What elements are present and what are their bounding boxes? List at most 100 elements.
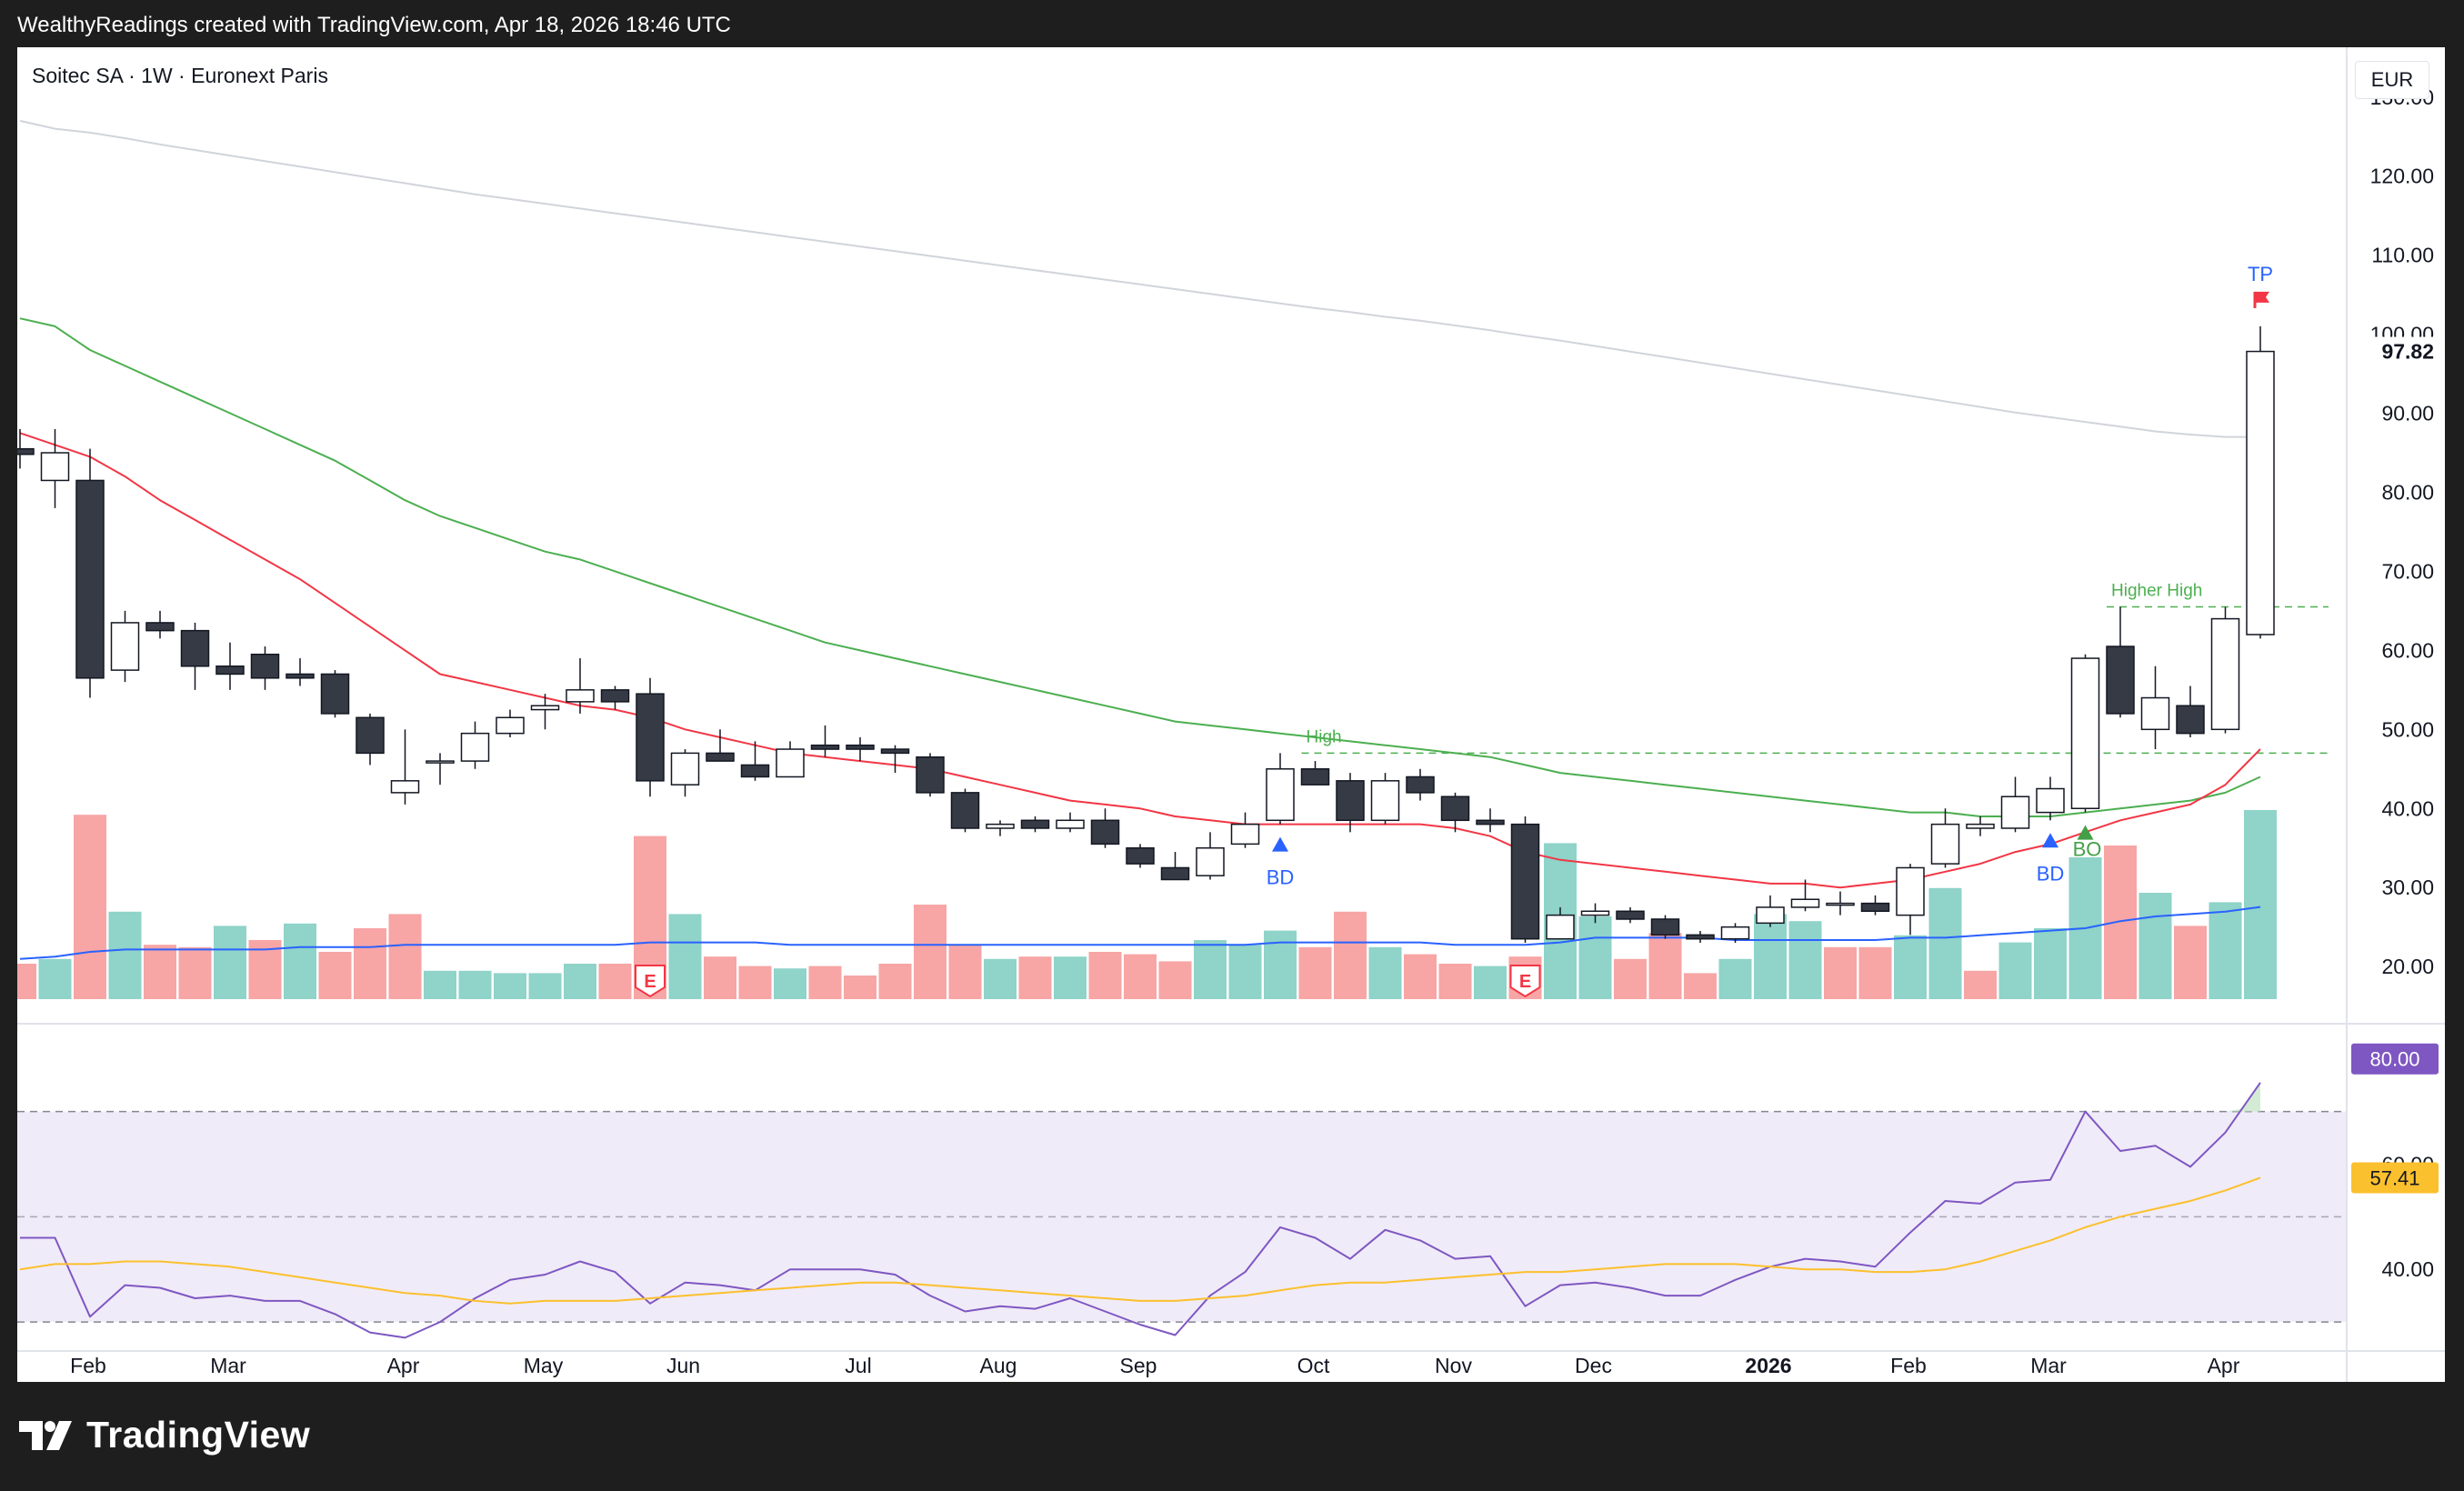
- time-tick-label: Dec: [1575, 1354, 1612, 1377]
- price-tick-label: 20.00: [2381, 955, 2434, 978]
- candle-body: [215, 665, 245, 675]
- candle-body: [1230, 823, 1260, 846]
- volume-bar: [144, 945, 176, 999]
- volume-bar: [1438, 964, 1472, 999]
- volume-bar: [738, 966, 772, 999]
- rsi-ma-value-label: 57.41: [2369, 1166, 2419, 1189]
- volume-bar: [1054, 956, 1087, 999]
- price-tick-label: 30.00: [2381, 876, 2434, 899]
- volume-bar: [668, 914, 702, 999]
- rsi-overbought-fill: [2225, 1082, 2260, 1112]
- earnings-label: E: [644, 972, 656, 992]
- ma-green-line: [19, 317, 2261, 817]
- volume-bar: [1964, 970, 1997, 999]
- candle-body: [776, 748, 805, 778]
- volume-bar: [1648, 933, 1682, 999]
- candle-body: [1476, 819, 1505, 826]
- candle-body: [740, 764, 770, 778]
- tp-flag-icon: [2255, 291, 2269, 303]
- volume-bar: [1264, 930, 1297, 999]
- volume-bar: [1614, 958, 1647, 999]
- candle-body: [1790, 898, 1820, 908]
- candle-body: [1196, 846, 1225, 876]
- volume-bar: [844, 976, 876, 999]
- candle-body: [670, 752, 700, 786]
- time-tick-label: Jun: [666, 1354, 700, 1377]
- candle-body: [1686, 934, 1715, 940]
- candle-body: [916, 756, 945, 794]
- candle-body: [1266, 768, 1295, 822]
- candle-body: [1126, 846, 1155, 865]
- candle-body: [1930, 823, 1960, 865]
- time-tick-label: Sep: [1120, 1354, 1157, 1377]
- price-tick-label: 60.00: [2381, 638, 2434, 662]
- rsi-value-label: 80.00: [2369, 1048, 2419, 1071]
- candle-body: [810, 744, 840, 750]
- earnings-marker-icon: [1509, 965, 1541, 998]
- candle-body: [40, 452, 70, 482]
- price-tick-label: 70.00: [2381, 559, 2434, 583]
- candle-body: [2000, 796, 2030, 829]
- candle-body: [1616, 910, 1645, 920]
- volume-bar: [1754, 914, 1787, 999]
- candle-body: [285, 673, 315, 679]
- candle-body: [600, 689, 630, 703]
- candle-body: [17, 447, 35, 455]
- candle-body: [250, 653, 280, 679]
- candle-body: [390, 780, 420, 794]
- rsi-line: [20, 1082, 2261, 1339]
- time-tick-label: Apr: [387, 1354, 420, 1377]
- volume-bar: [1124, 954, 1157, 999]
- price-tick-label: 40.00: [2381, 796, 2434, 820]
- candle-body: [1720, 926, 1750, 940]
- candle-body: [566, 689, 595, 703]
- candle-body: [986, 823, 1015, 829]
- volume-bar: [1298, 946, 1332, 999]
- volume-bar: [1928, 887, 1962, 999]
- volume-bar: [1894, 935, 1927, 999]
- symbol-title: Soitec SA · 1W · Euronext Paris: [32, 64, 328, 87]
- time-tick-label: Jul: [845, 1354, 871, 1377]
- candle-body: [846, 744, 875, 750]
- currency-button[interactable]: EUR: [2355, 61, 2429, 99]
- volume-bar: [878, 964, 912, 999]
- volume-bar: [984, 958, 1017, 999]
- last-price-badge: [2351, 336, 2442, 366]
- volume-bar: [1088, 952, 1122, 999]
- rsi-value-badge: [2351, 1043, 2439, 1075]
- candle-body: [1440, 796, 1470, 822]
- moving-averages: [19, 119, 2261, 889]
- candle-body: [1090, 819, 1120, 846]
- candle-body: [2106, 645, 2135, 715]
- signal-arrow-icon: [1272, 836, 1288, 852]
- level-label: High: [1307, 727, 1342, 746]
- price-chart[interactable]: High Higher High BD BD BO E E TP 130.00120.001…: [17, 47, 2445, 1382]
- chart-caption: WealthyReadings created with TradingView…: [17, 13, 731, 37]
- volume-bar: [808, 966, 842, 999]
- brand-name: TradingView: [86, 1414, 311, 1456]
- candle-body: [75, 479, 105, 679]
- volume-bar: [494, 973, 526, 999]
- time-tick-label: 2026: [1745, 1354, 1791, 1377]
- volume-bar: [1158, 961, 1192, 999]
- candle-body: [706, 752, 735, 762]
- time-tick-label: Nov: [1435, 1354, 1472, 1377]
- volume-bar: [1368, 946, 1402, 999]
- candle-body: [880, 748, 910, 755]
- chart-frame[interactable]: High Higher High BD BD BO E E TP 130.00120.001…: [17, 47, 2445, 1382]
- ma-red-line: [19, 432, 2261, 889]
- rsi-tick-label: 40.00: [2381, 1257, 2434, 1281]
- candle-body: [1756, 906, 1785, 925]
- candle-body: [636, 693, 665, 782]
- candle-body: [2210, 617, 2240, 731]
- volume-bar: [1334, 911, 1367, 999]
- volume-bar: [2138, 893, 2172, 999]
- volume-bar: [388, 914, 422, 999]
- candle-body: [110, 622, 140, 671]
- last-price-label: 97.82: [2381, 340, 2434, 364]
- time-tick-label: Apr: [2208, 1354, 2240, 1377]
- volume-bar: [354, 928, 386, 999]
- candle-body: [1896, 866, 1925, 916]
- candles[interactable]: [17, 325, 2275, 944]
- signal-arrow-icon: [2077, 825, 2094, 840]
